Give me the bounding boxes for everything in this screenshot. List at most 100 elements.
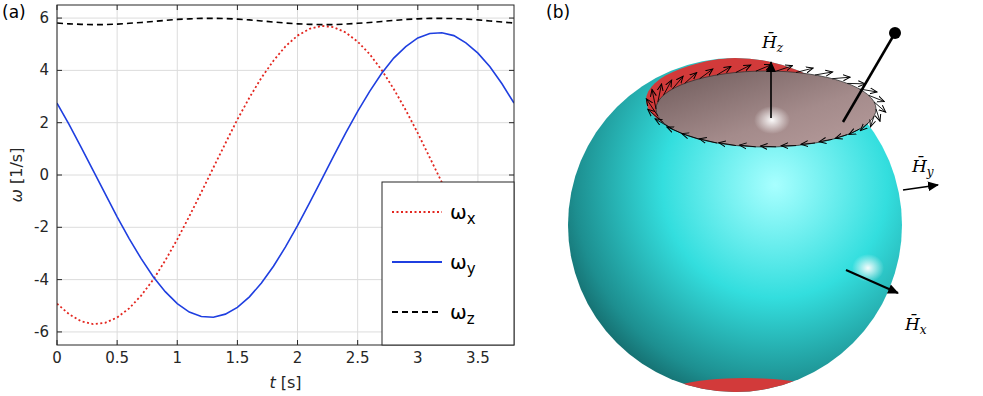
tick-mark bbox=[297, 5, 298, 10]
rim-arrow bbox=[870, 116, 874, 127]
tick-mark bbox=[57, 279, 62, 280]
axis-vector-label: H̄x bbox=[904, 313, 927, 337]
rim-arrow bbox=[835, 135, 847, 139]
panel-label: (b) bbox=[546, 2, 570, 22]
highlight bbox=[852, 254, 884, 282]
rim-arrow bbox=[776, 66, 792, 71]
tick-mark bbox=[117, 5, 118, 10]
tick-mark bbox=[297, 340, 298, 345]
axis-vector bbox=[846, 270, 898, 293]
tick-mark bbox=[177, 5, 178, 10]
rim-arrow bbox=[876, 109, 880, 121]
axis-label: t [s] bbox=[269, 373, 301, 392]
grid-line bbox=[57, 122, 514, 123]
tick-label: -6 bbox=[34, 323, 49, 341]
tick-label: 4 bbox=[39, 61, 49, 79]
legend-swatch bbox=[392, 311, 442, 313]
tick-label: 3 bbox=[413, 349, 423, 367]
legend-label: ωx bbox=[450, 200, 476, 228]
rim-arrow bbox=[736, 65, 751, 72]
rim-arrow bbox=[849, 129, 860, 134]
rim-arrow bbox=[648, 109, 664, 122]
rim-arrow bbox=[801, 143, 815, 144]
axis-vector bbox=[903, 185, 938, 190]
tick-label: 6 bbox=[39, 9, 49, 27]
axis-label: ω [1/s] bbox=[7, 148, 26, 203]
rim-arrow bbox=[700, 69, 713, 79]
tick-mark bbox=[57, 70, 62, 71]
rim-arrow bbox=[652, 89, 656, 109]
series-line bbox=[57, 18, 514, 24]
legend-label: ωy bbox=[450, 250, 476, 278]
tick-mark bbox=[477, 5, 478, 10]
tick-label: 1 bbox=[172, 349, 182, 367]
pin bbox=[843, 33, 895, 122]
rim-arrow bbox=[719, 143, 736, 146]
rim-arrows bbox=[646, 65, 885, 147]
rim-arrow bbox=[869, 95, 885, 101]
rim-arrow bbox=[655, 119, 672, 129]
axis-vector bbox=[770, 62, 772, 118]
tick-label: 0 bbox=[39, 166, 49, 184]
tick-mark bbox=[417, 5, 418, 10]
tick-label: -4 bbox=[34, 271, 49, 289]
tick-label: 0 bbox=[52, 349, 62, 367]
axes-frame bbox=[57, 5, 514, 345]
legend: ωx ωy ωz bbox=[382, 182, 514, 345]
rim-arrow bbox=[819, 139, 832, 141]
figure: (a)(b)00.511.522.533.5-6-4-20246t [s]ω [… bbox=[0, 0, 983, 396]
highlight bbox=[754, 106, 790, 134]
plot-area bbox=[57, 5, 514, 345]
grid-line bbox=[57, 70, 514, 71]
rim-arrow bbox=[847, 83, 865, 84]
tick-mark bbox=[57, 122, 62, 123]
rim-arrow bbox=[739, 145, 755, 147]
rim-arrow bbox=[663, 80, 671, 95]
tick-label: 2 bbox=[293, 349, 303, 367]
rim-arrow bbox=[672, 76, 683, 89]
rim-arrow bbox=[699, 139, 717, 143]
tick-label: 1.5 bbox=[225, 349, 249, 367]
panel-label: (a) bbox=[2, 2, 26, 22]
tick-mark bbox=[57, 227, 62, 228]
rim-arrow bbox=[796, 68, 813, 72]
tick-mark bbox=[117, 340, 118, 345]
legend-label: ωz bbox=[450, 300, 475, 328]
axis-vector-label: H̄y bbox=[911, 155, 934, 179]
legend-swatch bbox=[392, 211, 442, 213]
rim-arrow bbox=[667, 127, 685, 135]
tick-mark bbox=[357, 340, 358, 345]
tick-mark bbox=[237, 5, 238, 10]
rim-arrow bbox=[815, 72, 833, 75]
tick-mark bbox=[57, 331, 62, 332]
tick-mark bbox=[509, 18, 514, 19]
legend-box bbox=[382, 182, 514, 345]
cut-plane bbox=[656, 71, 876, 147]
grid-line bbox=[57, 18, 514, 19]
axis-vector-label: H̄z bbox=[761, 31, 784, 55]
rim-arrow bbox=[761, 146, 777, 148]
pin-head bbox=[889, 27, 901, 39]
tick-label: 2 bbox=[39, 114, 49, 132]
rim-arrow bbox=[646, 99, 658, 116]
rim-arrow bbox=[717, 67, 731, 75]
sphere-diagram bbox=[568, 27, 938, 396]
rim-arrow bbox=[832, 77, 850, 78]
bottom-cap bbox=[650, 378, 840, 396]
tick-mark bbox=[509, 175, 514, 176]
rim-arrow bbox=[658, 84, 662, 102]
tick-mark bbox=[57, 18, 62, 19]
legend-swatch bbox=[392, 261, 442, 263]
tick-mark bbox=[57, 175, 62, 176]
rim-arrow bbox=[874, 102, 886, 112]
grid-line bbox=[57, 175, 514, 176]
rim-arrow bbox=[685, 73, 697, 84]
tick-mark bbox=[509, 122, 514, 123]
rim-arrow bbox=[781, 145, 796, 146]
tick-mark bbox=[357, 5, 358, 10]
rim-arrow bbox=[756, 65, 772, 72]
tick-label: 2.5 bbox=[346, 349, 370, 367]
tick-mark bbox=[509, 70, 514, 71]
tick-mark bbox=[237, 340, 238, 345]
rim-arrow bbox=[860, 123, 868, 131]
